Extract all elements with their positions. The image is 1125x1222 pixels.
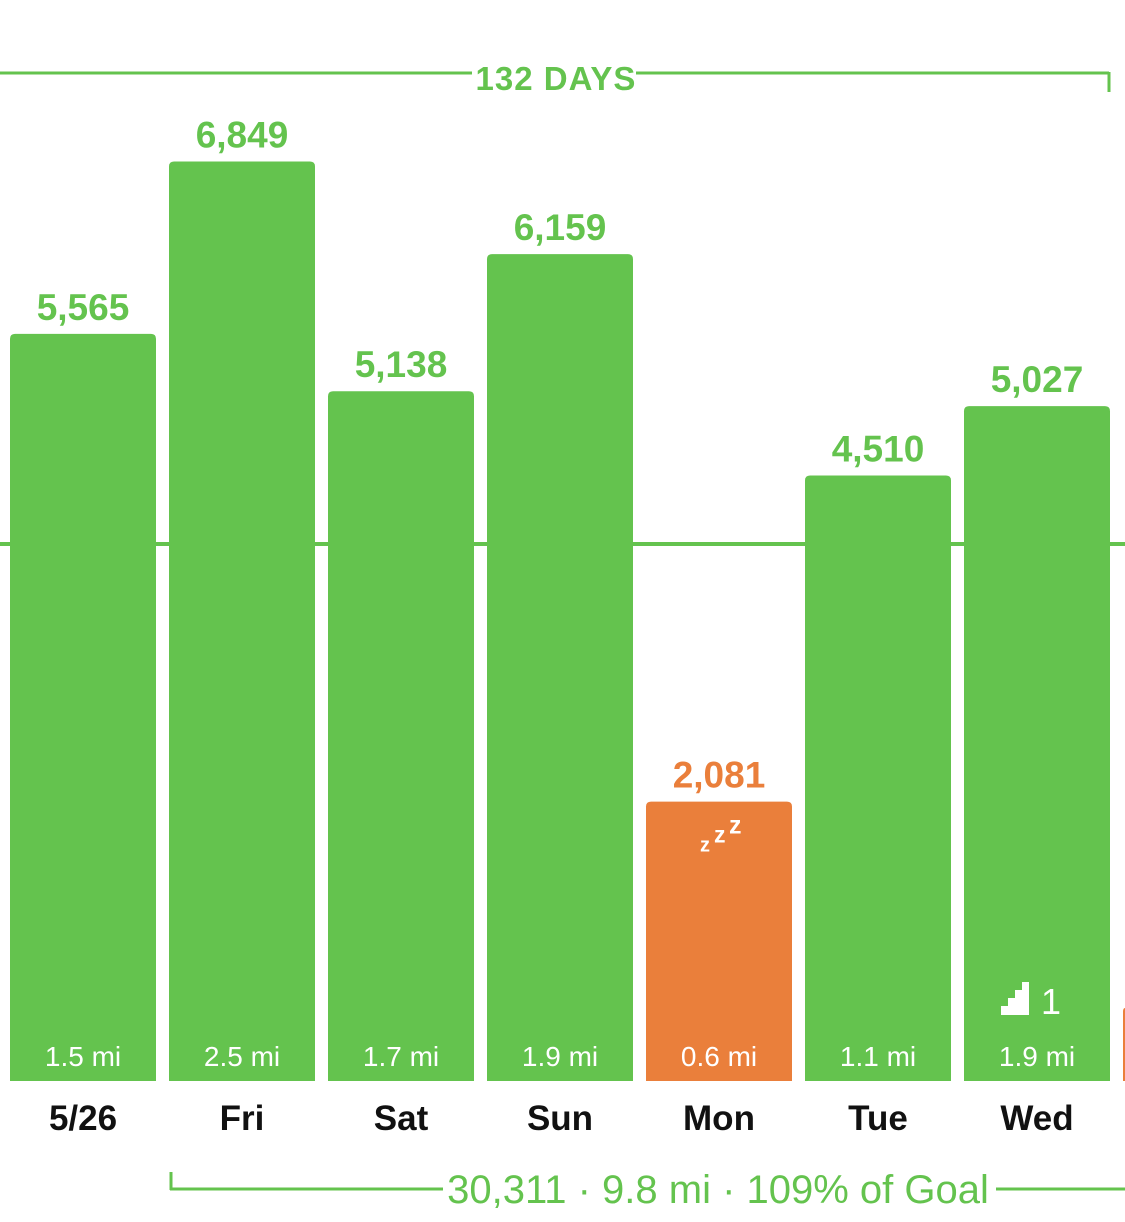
step-value-label: 5,565 — [37, 287, 130, 328]
distance-label: 1.9 mi — [522, 1041, 598, 1072]
day-label: Sat — [374, 1099, 429, 1138]
streak-days-label: 132 DAYS — [476, 60, 637, 97]
step-bar — [169, 161, 315, 1082]
step-bar — [964, 406, 1110, 1081]
day-label: Wed — [1000, 1099, 1073, 1138]
zzz-letter: z — [700, 835, 710, 857]
streak-bracket: 132 DAYS — [0, 60, 1111, 97]
distance-label: 1.9 mi — [999, 1041, 1075, 1072]
summary-bracket: 30,311 · 9.8 mi · 109% of Goal — [169, 1168, 1125, 1212]
distance-label: 2.5 mi — [204, 1041, 280, 1072]
zzz-letter: z — [714, 822, 726, 848]
weekly-summary-label: 30,311 · 9.8 mi · 109% of Goal — [447, 1168, 989, 1212]
day-label: Fri — [220, 1099, 265, 1138]
flights-count: 1 — [1041, 981, 1061, 1022]
stairs-icon-group: 1 — [1001, 981, 1061, 1022]
step-value-label: 6,159 — [514, 207, 607, 248]
step-value-label: 4,510 — [832, 429, 925, 470]
stairs-icon — [1001, 982, 1029, 1015]
step-value-label: 6,849 — [196, 115, 289, 156]
day-label: Sun — [527, 1099, 593, 1138]
step-bar — [10, 333, 156, 1081]
step-value-label: 5,138 — [355, 344, 448, 385]
distance-label: 1.1 mi — [840, 1041, 916, 1072]
step-bar — [646, 801, 792, 1081]
step-bar — [328, 391, 474, 1081]
zzz-letter: z — [729, 812, 742, 840]
distance-label: 1.7 mi — [363, 1041, 439, 1072]
distance-label: 0.6 mi — [681, 1041, 757, 1072]
day-label: 5/26 — [49, 1099, 117, 1138]
step-value-label: 2,081 — [673, 755, 766, 796]
step-value-label: 5,027 — [991, 359, 1084, 400]
step-bar — [805, 475, 951, 1082]
bars-group: 5,565 1.5 mi 5/26 6,849 2.5 mi Fri 5,138 1.7 mi… — [10, 115, 1125, 1138]
day-label: Mon — [683, 1099, 755, 1138]
distance-label: 1.5 mi — [45, 1041, 121, 1072]
step-bar — [487, 254, 633, 1082]
day-label: Tue — [848, 1099, 908, 1138]
